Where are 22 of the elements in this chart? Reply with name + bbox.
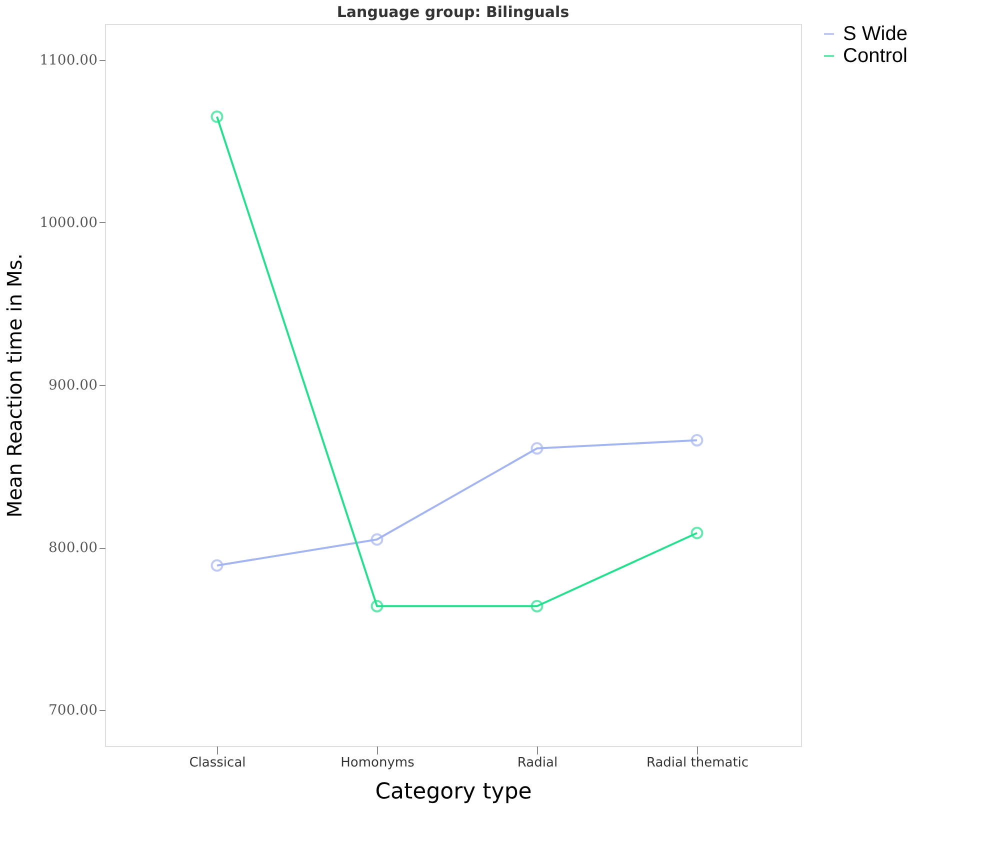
- point: [370, 600, 384, 612]
- x-tick-label: Radial thematic: [646, 756, 749, 770]
- legend-label: S Wide: [843, 23, 908, 45]
- x-tick-label: Homonyms: [340, 756, 415, 770]
- point: [690, 434, 704, 447]
- point: [690, 526, 704, 540]
- y-tick-label: 700.00: [48, 702, 98, 719]
- x-tick-label: Classical: [189, 756, 246, 770]
- x-tick-label: Radial: [517, 756, 558, 770]
- y-tick-label: 1100.00: [40, 52, 98, 68]
- point: [210, 559, 224, 572]
- y-tick-label: 900.00: [48, 378, 98, 394]
- point: [530, 442, 544, 455]
- y-tick-label: 800.00: [48, 540, 98, 556]
- point: [530, 600, 544, 612]
- x-axis-title: Category type: [375, 780, 532, 804]
- point: [370, 533, 384, 546]
- chart-title: Language group: Bilinguals: [336, 3, 570, 21]
- y-axis-title: Mean Reaction time in Ms.: [2, 253, 27, 518]
- point: [210, 110, 224, 123]
- y-tick-label: 1000.00: [40, 214, 98, 231]
- legend-label: Control: [843, 45, 908, 67]
